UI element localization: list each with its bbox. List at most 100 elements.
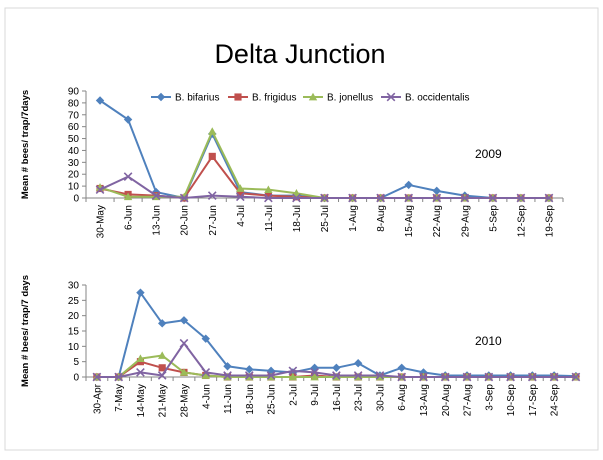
y-tick-label: 80	[68, 98, 80, 109]
x-tick-label: 18-Jun	[245, 384, 256, 415]
x-tick-label: 27-Jun	[208, 205, 219, 236]
data-point	[158, 364, 166, 372]
year-label-2009: 2009	[475, 147, 502, 161]
x-tick-label: 30-Apr	[92, 383, 103, 414]
data-point	[571, 372, 581, 382]
data-point	[236, 189, 244, 197]
data-point	[462, 372, 472, 382]
data-point	[506, 372, 515, 382]
data-point	[223, 362, 232, 371]
data-point	[348, 193, 357, 203]
data-point	[288, 366, 298, 376]
x-tick-label: 29-Aug	[460, 205, 471, 237]
y-tick-label: 20	[68, 311, 80, 322]
data-point	[310, 372, 319, 381]
y-tick-label: 30	[68, 158, 80, 169]
y-tick-label: 15	[68, 327, 80, 338]
legend: B. bifarius B. frigidus B. jonellus B. occi…	[151, 93, 469, 104]
data-point	[292, 189, 301, 197]
legend-marker	[234, 93, 242, 101]
data-point	[136, 368, 145, 377]
data-point	[527, 372, 537, 382]
y-axis-title: Mean # bees/ trap/7days	[20, 90, 31, 199]
data-point	[245, 365, 254, 374]
x-tick-label: 25-Jun	[267, 384, 278, 415]
data-point	[157, 371, 167, 380]
data-point	[544, 193, 554, 203]
data-point	[516, 193, 526, 203]
data-point	[375, 371, 385, 380]
data-point	[236, 184, 245, 192]
x-tick-label: 19-Sep	[544, 205, 555, 238]
legend-label: B. bifarius	[175, 93, 219, 104]
data-point	[158, 351, 167, 359]
data-point	[207, 191, 217, 200]
x-tick-label: 30-May	[96, 205, 107, 238]
legend-label: B. frigidus	[252, 93, 296, 104]
year-label-2010: 2010	[475, 334, 502, 348]
x-tick-label: 11-Jun	[223, 384, 234, 414]
y-tick-label: 40	[68, 146, 80, 157]
data-point	[208, 152, 216, 160]
data-point	[95, 96, 105, 105]
data-point	[353, 359, 363, 368]
data-point	[288, 372, 298, 381]
x-tick-label: 23-Jul	[354, 384, 365, 411]
data-point	[123, 192, 133, 201]
data-point	[440, 372, 450, 382]
data-point	[404, 193, 414, 203]
x-tick-label: 13-Jun	[152, 205, 163, 236]
data-point	[179, 368, 189, 376]
x-tick-label: 1-Aug	[348, 205, 359, 232]
y-axis-title: Mean # bees/ trap/7 days	[20, 275, 31, 387]
data-point	[264, 193, 273, 203]
x-tick-label: 7-May	[114, 384, 125, 412]
x-tick-label: 20-Aug	[441, 384, 452, 416]
data-point	[201, 371, 210, 379]
x-tick-label: 6-Jun	[124, 205, 135, 230]
data-point	[223, 371, 232, 380]
data-point	[419, 372, 428, 382]
data-point	[151, 191, 161, 200]
x-tick-label: 22-Aug	[432, 205, 443, 237]
data-point	[332, 363, 341, 372]
x-tick-label: 8-Aug	[376, 205, 387, 232]
data-point	[549, 372, 559, 382]
data-point	[264, 192, 272, 200]
legend-label: B. jonellus	[327, 93, 373, 104]
x-tick-label: 4-Jul	[236, 205, 247, 227]
x-tick-label: 21-May	[158, 384, 169, 417]
y-tick-label: 0	[73, 194, 79, 205]
x-tick-label: 30-Jul	[375, 384, 386, 411]
data-point	[208, 127, 217, 135]
x-tick-label: 15-Aug	[404, 205, 415, 237]
x-tick-label: 14-May	[136, 384, 147, 417]
data-point	[292, 193, 301, 201]
data-point	[484, 372, 494, 382]
data-point	[432, 193, 442, 203]
x-tick-label: 6-Aug	[397, 384, 408, 411]
legend-label: B. occidentalis	[405, 93, 469, 104]
y-tick-label: 20	[68, 170, 80, 181]
x-tick-label: 20-Jun	[180, 205, 191, 236]
data-point	[179, 316, 189, 325]
data-point	[201, 334, 210, 343]
data-point	[488, 193, 498, 203]
data-point	[179, 338, 189, 348]
x-tick-label: 13-Aug	[419, 384, 430, 416]
data-point	[320, 193, 329, 203]
y-tick-label: 10	[68, 342, 80, 353]
y-tick-label: 70	[68, 110, 80, 121]
x-tick-label: 28-May	[179, 384, 190, 417]
legend-marker	[386, 92, 396, 102]
y-tick-label: 30	[68, 281, 80, 292]
x-tick-label: 10-Sep	[506, 384, 517, 417]
data-point	[264, 185, 273, 194]
x-tick-label: 9-Jul	[310, 384, 321, 406]
data-point	[432, 186, 441, 196]
data-point	[123, 115, 133, 124]
x-tick-label: 2-Jul	[288, 384, 299, 406]
data-point	[92, 372, 102, 382]
